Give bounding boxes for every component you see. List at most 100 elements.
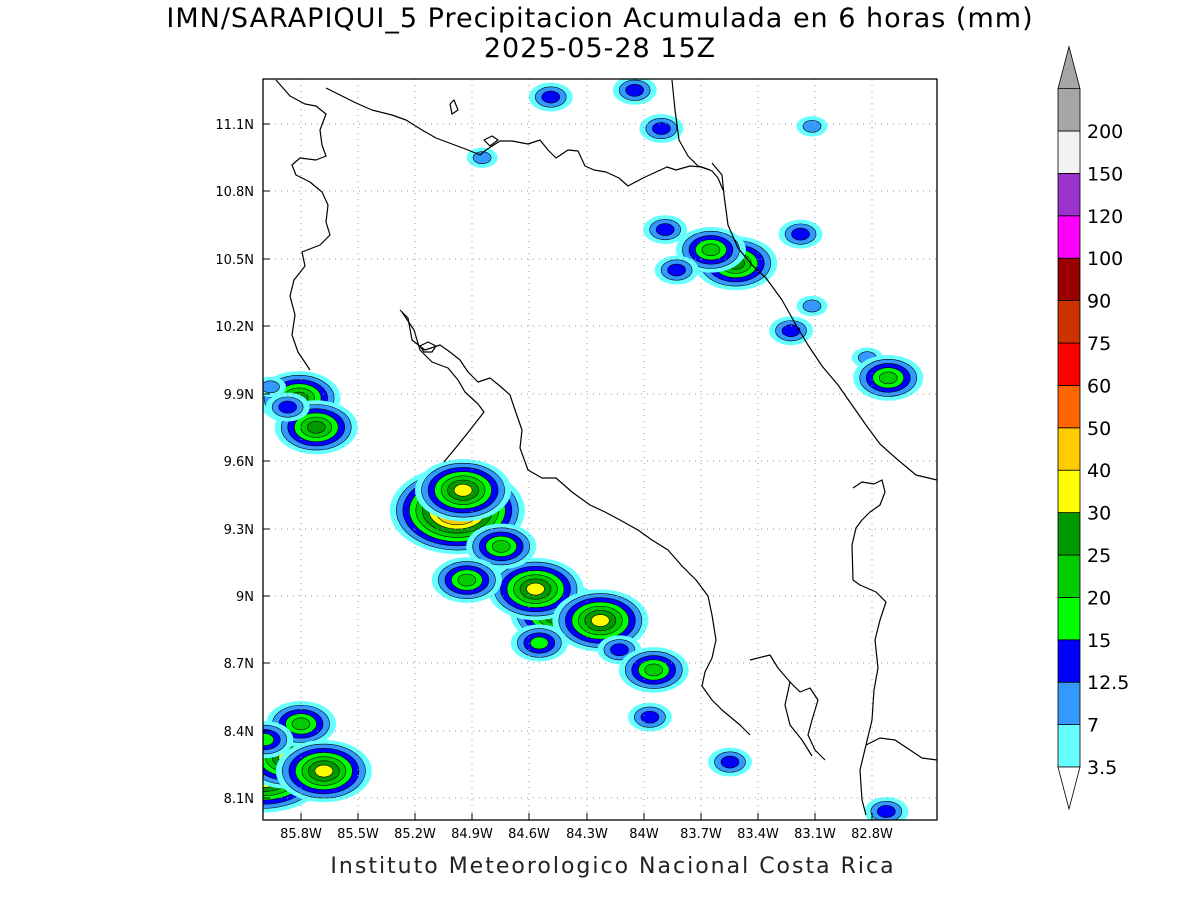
san-juan-river-north-bank — [671, 79, 711, 171]
panama-border — [851, 479, 887, 816]
precip-contour — [530, 636, 549, 650]
legend-label: 120 — [1087, 206, 1123, 228]
precip-contour — [263, 733, 275, 746]
precip-contour — [640, 710, 660, 724]
precip-contour — [720, 755, 740, 769]
precip-contour — [644, 663, 664, 677]
precip-contour — [791, 227, 810, 241]
legend-label: 40 — [1087, 460, 1111, 482]
precip-cell — [654, 255, 699, 285]
lon-tick-label: 84W — [629, 827, 659, 842]
map-frame — [262, 78, 938, 821]
institution-footer: Instituto Meteorologico Nacional Costa R… — [330, 854, 896, 879]
legend-label: 200 — [1087, 121, 1123, 143]
legend-label: 12.5 — [1087, 672, 1129, 694]
lat-tick-label: 9.3N — [224, 523, 254, 538]
lat-tick-label: 8.4N — [224, 725, 254, 740]
nicoya-gulf-coast — [399, 309, 751, 736]
precip-cell — [627, 702, 672, 732]
osa-peninsula — [749, 654, 826, 761]
precip-contour — [472, 151, 492, 165]
precip-contour — [625, 83, 644, 97]
precip-contour — [491, 540, 511, 553]
precip-cell — [853, 355, 924, 401]
precip-cell — [466, 147, 498, 168]
legend-swatch — [1057, 300, 1081, 344]
legend-label: 20 — [1087, 587, 1111, 609]
precip-contour — [314, 764, 334, 778]
lon-tick-label: 83.1W — [794, 827, 836, 842]
precip-contour — [610, 643, 629, 657]
golfo-dulce — [784, 681, 813, 757]
precip-cell — [263, 376, 286, 398]
legend-swatch — [1057, 88, 1081, 132]
lat-tick-label: 10.8N — [215, 185, 254, 200]
legend-label: 100 — [1087, 248, 1123, 270]
legend-label: 3.5 — [1087, 757, 1117, 779]
legend-label: 150 — [1087, 163, 1123, 185]
lat-tick-label: 9.6N — [224, 455, 254, 470]
coastlines-and-borders — [275, 79, 937, 816]
precip-cell — [466, 523, 537, 570]
precip-contour — [453, 483, 473, 497]
caribbean-coastline — [711, 162, 937, 481]
legend-label: 60 — [1087, 375, 1111, 397]
latitude-axis: 11.1N 10.8N 10.5N 10.2N 9.9N 9.6N 9.3N 9N 8.7N 8.… — [215, 118, 270, 807]
burica-coast — [865, 737, 937, 761]
lon-tick-label: 82.8W — [851, 827, 893, 842]
precip-contour — [263, 380, 280, 394]
precip-cell — [263, 720, 294, 759]
legend-swatch — [1057, 215, 1081, 259]
legend-label: 25 — [1087, 545, 1111, 567]
legend-label: 90 — [1087, 291, 1111, 313]
grid-lines — [263, 79, 937, 820]
precip-contour — [667, 263, 686, 277]
precip-cell — [275, 739, 372, 803]
precip-contour — [877, 805, 896, 818]
legend-swatch — [1057, 384, 1081, 429]
lon-tick-label: 84.3W — [566, 827, 608, 842]
nicoya-peninsula-inner — [401, 311, 485, 463]
precip-cell — [643, 215, 688, 244]
legend-swatch — [1057, 554, 1081, 598]
legend-min-arrow — [1057, 766, 1081, 811]
precip-cell — [796, 295, 828, 317]
precip-cell — [618, 647, 689, 693]
precip-cell — [778, 219, 823, 249]
lat-tick-label: 8.1N — [224, 792, 254, 807]
lat-tick-label: 8.7N — [224, 657, 254, 672]
legend-swatch — [1057, 130, 1081, 174]
legend-swatch — [1057, 427, 1081, 471]
legend-swatch — [1057, 172, 1081, 217]
legend-max-arrow — [1057, 45, 1081, 89]
legend-swatch — [1057, 469, 1081, 514]
lon-tick-label: 85.5W — [337, 827, 379, 842]
lon-tick-label: 83.4W — [737, 827, 779, 842]
precip-contour — [541, 90, 561, 104]
precip-contour — [652, 122, 671, 135]
precip-cell — [415, 459, 512, 522]
precip-contour — [457, 573, 477, 587]
precip-cell — [528, 82, 573, 112]
precip-contour — [802, 119, 822, 133]
legend-label: 15 — [1087, 630, 1111, 652]
legend-label: 75 — [1087, 333, 1111, 355]
precip-contour — [878, 371, 898, 385]
legend-swatch — [1057, 681, 1081, 726]
color-legend: 3.5 7 12.5 15 20 25 30 40 50 60 75 90 100 120 150 200 — [1057, 45, 1129, 811]
precip-cell — [510, 624, 568, 662]
north-pacific-islands — [483, 135, 499, 147]
precip-cell — [639, 114, 684, 143]
legend-swatch — [1057, 257, 1081, 302]
longitude-axis: 85.8W 85.5W 85.2W 84.9W 84.6W 84.3W 84W 83.7W 83… — [280, 813, 893, 842]
ometepe-island — [449, 99, 459, 115]
lon-tick-label: 84.9W — [451, 827, 493, 842]
precip-cell — [265, 392, 310, 422]
precip-cell — [431, 557, 502, 603]
legend-swatch — [1057, 342, 1081, 386]
precip-contour — [701, 243, 721, 257]
lat-tick-label: 9N — [236, 590, 254, 605]
precip-contour — [655, 223, 675, 236]
legend-swatch — [1057, 724, 1081, 768]
